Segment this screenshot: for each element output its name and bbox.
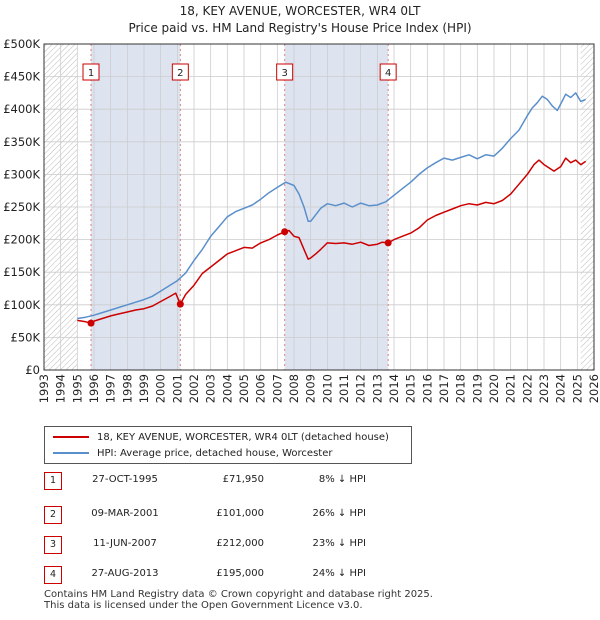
y-tick-label: £150K xyxy=(3,265,40,279)
x-tick-label: 2013 xyxy=(370,374,384,403)
y-tick-label: £400K xyxy=(3,102,40,116)
x-tick-label: 2012 xyxy=(354,374,368,403)
legend-property-line xyxy=(53,436,89,438)
x-tick-label: 1993 xyxy=(37,374,51,403)
x-tick-label: 2017 xyxy=(437,374,451,403)
sale-price: £71,950 xyxy=(222,474,264,485)
sale-date: 11-JUN-2007 xyxy=(93,538,157,549)
y-tick-label: £100K xyxy=(3,298,40,312)
sale-hpi-diff: 23% ↓ HPI xyxy=(312,538,366,549)
x-tick-label: 2004 xyxy=(220,374,234,403)
sale-row: 3 11-JUN-2007 £212,000 23% ↓ HPI xyxy=(44,536,464,556)
x-tick-label: 2006 xyxy=(254,374,268,403)
chart-title: 18, KEY AVENUE, WORCESTER, WR4 0LT Price… xyxy=(0,3,600,37)
sale-hpi-diff: 8% ↓ HPI xyxy=(318,474,366,485)
x-tick-label: 1995 xyxy=(70,374,84,403)
x-tick-label: 2008 xyxy=(287,374,301,403)
legend-item-hpi: HPI: Average price, detached house, Worc… xyxy=(53,446,332,460)
y-tick-label: £50K xyxy=(11,330,41,344)
legend-hpi-line xyxy=(53,452,89,454)
sale-marker-badge xyxy=(82,63,100,81)
x-tick-label: 1996 xyxy=(87,374,101,403)
sale-marker-badge xyxy=(171,63,189,81)
sale-price: £212,000 xyxy=(216,538,264,549)
x-tick-label: 2021 xyxy=(504,374,518,403)
sale-date: 27-AUG-2013 xyxy=(91,568,159,579)
sale-point xyxy=(384,239,392,247)
footer-copyright: Contains HM Land Registry data © Crown c… xyxy=(44,589,433,600)
y-tick-label: £450K xyxy=(3,70,40,84)
sale-badge: 4 xyxy=(44,566,62,584)
x-tick-label: 2014 xyxy=(387,374,401,403)
property-price-line xyxy=(77,157,587,324)
x-tick-label: 2000 xyxy=(154,374,168,403)
x-tick-label: 1998 xyxy=(120,374,134,403)
x-tick-label: 2009 xyxy=(304,374,318,403)
sale-point xyxy=(281,228,289,236)
sale-badge: 3 xyxy=(44,536,62,554)
x-tick-label: 1997 xyxy=(104,374,118,403)
x-tick-label: 1994 xyxy=(54,374,68,403)
x-tick-label: 2001 xyxy=(170,374,184,403)
sale-row: 4 27-AUG-2013 £195,000 24% ↓ HPI xyxy=(44,566,464,586)
y-tick-label: £350K xyxy=(3,135,40,149)
y-tick-label: £300K xyxy=(3,167,40,181)
sale-marker-number: 1 xyxy=(88,68,94,79)
title-line-1: 18, KEY AVENUE, WORCESTER, WR4 0LT xyxy=(179,4,421,18)
sale-marker-badge xyxy=(379,63,397,81)
price-chart: 1 2 3 4 £0 £50K £100K £150K £200K £250K £300K £350… xyxy=(3,37,600,403)
y-tick-label: £0 xyxy=(25,363,40,377)
x-tick-label: 2005 xyxy=(237,374,251,403)
sale-marker-number: 2 xyxy=(177,68,183,79)
legend-hpi-label: HPI: Average price, detached house, Worc… xyxy=(97,447,333,459)
footer: Contains HM Land Registry data © Crown c… xyxy=(44,589,433,611)
x-tick-label: 2026 xyxy=(587,374,600,403)
x-tick-label: 2022 xyxy=(520,374,534,403)
y-tick-label: £250K xyxy=(3,200,40,214)
sale-marker-number: 4 xyxy=(385,68,391,79)
x-tick-label: 2016 xyxy=(420,374,434,403)
x-tick-label: 1999 xyxy=(137,374,151,403)
sale-badge: 2 xyxy=(44,506,62,524)
y-tick-label: £500K xyxy=(3,37,40,51)
x-tick-label: 2019 xyxy=(470,374,484,403)
x-tick-label: 2007 xyxy=(270,374,284,403)
x-tick-label: 2025 xyxy=(570,374,584,403)
sale-price: £101,000 xyxy=(216,508,264,519)
sale-date: 09-MAR-2001 xyxy=(91,508,159,519)
legend-property-label: 18, KEY AVENUE, WORCESTER, WR4 0LT (deta… xyxy=(97,431,389,443)
x-tick-label: 2011 xyxy=(337,374,351,403)
sale-row: 1 27-OCT-1995 £71,950 8% ↓ HPI xyxy=(44,472,464,492)
plot-frame xyxy=(43,43,595,371)
x-tick-label: 2003 xyxy=(204,374,218,403)
legend: 18, KEY AVENUE, WORCESTER, WR4 0LT (deta… xyxy=(44,426,412,464)
sale-point xyxy=(176,300,184,308)
footer-licence: This data is licensed under the Open Gov… xyxy=(44,600,363,611)
x-tick-label: 2018 xyxy=(454,374,468,403)
x-tick-label: 2010 xyxy=(320,374,334,403)
sale-marker-number: 3 xyxy=(281,68,287,79)
sale-hpi-diff: 26% ↓ HPI xyxy=(312,508,366,519)
sale-point xyxy=(87,319,95,327)
sale-badge: 1 xyxy=(44,472,62,490)
legend-item-property: 18, KEY AVENUE, WORCESTER, WR4 0LT (deta… xyxy=(53,430,389,444)
x-tick-label: 2020 xyxy=(487,374,501,403)
x-tick-label: 2024 xyxy=(554,374,568,403)
x-tick-label: 2023 xyxy=(537,374,551,403)
x-tick-label: 2002 xyxy=(187,374,201,403)
sale-price: £195,000 xyxy=(216,568,264,579)
sale-date: 27-OCT-1995 xyxy=(92,474,158,485)
sale-row: 2 09-MAR-2001 £101,000 26% ↓ HPI xyxy=(44,506,464,526)
x-tick-label: 2015 xyxy=(404,374,418,403)
sale-hpi-diff: 24% ↓ HPI xyxy=(312,568,366,579)
sale-marker-badge xyxy=(276,63,294,81)
title-line-2: Price paid vs. HM Land Registry's House … xyxy=(128,21,472,35)
y-tick-label: £200K xyxy=(3,233,40,247)
hpi-line xyxy=(77,92,586,320)
